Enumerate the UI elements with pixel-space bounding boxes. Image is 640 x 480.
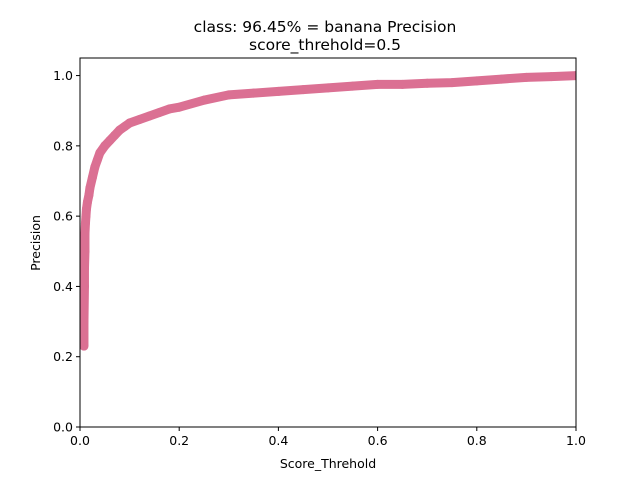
- data-point: [174, 102, 184, 112]
- y-tick-label: 0.0: [53, 420, 73, 435]
- data-point: [224, 90, 234, 100]
- data-point: [497, 74, 507, 84]
- x-axis-label: Score_Threhold: [280, 456, 376, 471]
- data-point: [249, 88, 259, 98]
- x-tick-label: 0.2: [169, 433, 189, 448]
- data-point: [447, 78, 457, 88]
- data-point: [472, 76, 482, 86]
- x-tick-label: 0.4: [268, 433, 288, 448]
- x-tick-label: 0.6: [368, 433, 388, 448]
- data-point: [135, 115, 145, 124]
- data-point: [571, 71, 576, 81]
- data-point: [95, 148, 105, 158]
- data-point: [154, 107, 164, 117]
- y-axis-label: Precision: [28, 215, 43, 271]
- y-tick-label: 0.6: [53, 209, 73, 224]
- data-point: [80, 218, 90, 228]
- plot-area: 0.0 0.2 0.4 0.6 0.8 1.0 0.0 0.2 0.4 0.6 0.8 1.0: [53, 57, 586, 448]
- axes-frame: [79, 57, 577, 428]
- data-point: [81, 211, 91, 221]
- data-point: [273, 86, 283, 96]
- data-point: [80, 246, 90, 256]
- chart-title: class: 96.45% = banana Precision: [194, 18, 457, 36]
- y-tick-label: 0.8: [53, 138, 73, 153]
- data-point: [397, 79, 407, 89]
- data-point: [125, 118, 135, 128]
- data-point: [90, 162, 100, 172]
- data-point: [323, 83, 333, 93]
- data-point: [80, 281, 89, 291]
- data-point: [144, 111, 154, 121]
- data-point: [82, 197, 92, 207]
- x-tick-label: 0.0: [70, 433, 90, 448]
- y-tick-label: 0.4: [53, 279, 73, 294]
- data-point: [422, 78, 432, 88]
- x-tick-label: 1.0: [566, 433, 586, 448]
- data-point: [80, 341, 89, 351]
- data-point: [521, 72, 531, 82]
- data-point: [85, 183, 95, 193]
- y-tick-label: 0.2: [53, 349, 73, 364]
- data-point: [80, 264, 89, 274]
- data-point: [80, 229, 90, 239]
- data-point: [373, 79, 383, 89]
- data-point: [81, 204, 91, 214]
- data-point: [92, 155, 102, 165]
- data-point: [80, 317, 89, 327]
- data-point: [199, 95, 209, 105]
- data-point: [84, 190, 94, 200]
- data-point: [87, 172, 97, 182]
- data-point: [298, 85, 308, 95]
- y-tick-label: 1.0: [53, 68, 73, 83]
- data-point: [546, 72, 556, 82]
- chart-subtitle: score_threhold=0.5: [249, 36, 401, 55]
- x-tick-label: 0.8: [467, 433, 487, 448]
- data-point: [164, 104, 174, 114]
- data-point: [348, 81, 358, 91]
